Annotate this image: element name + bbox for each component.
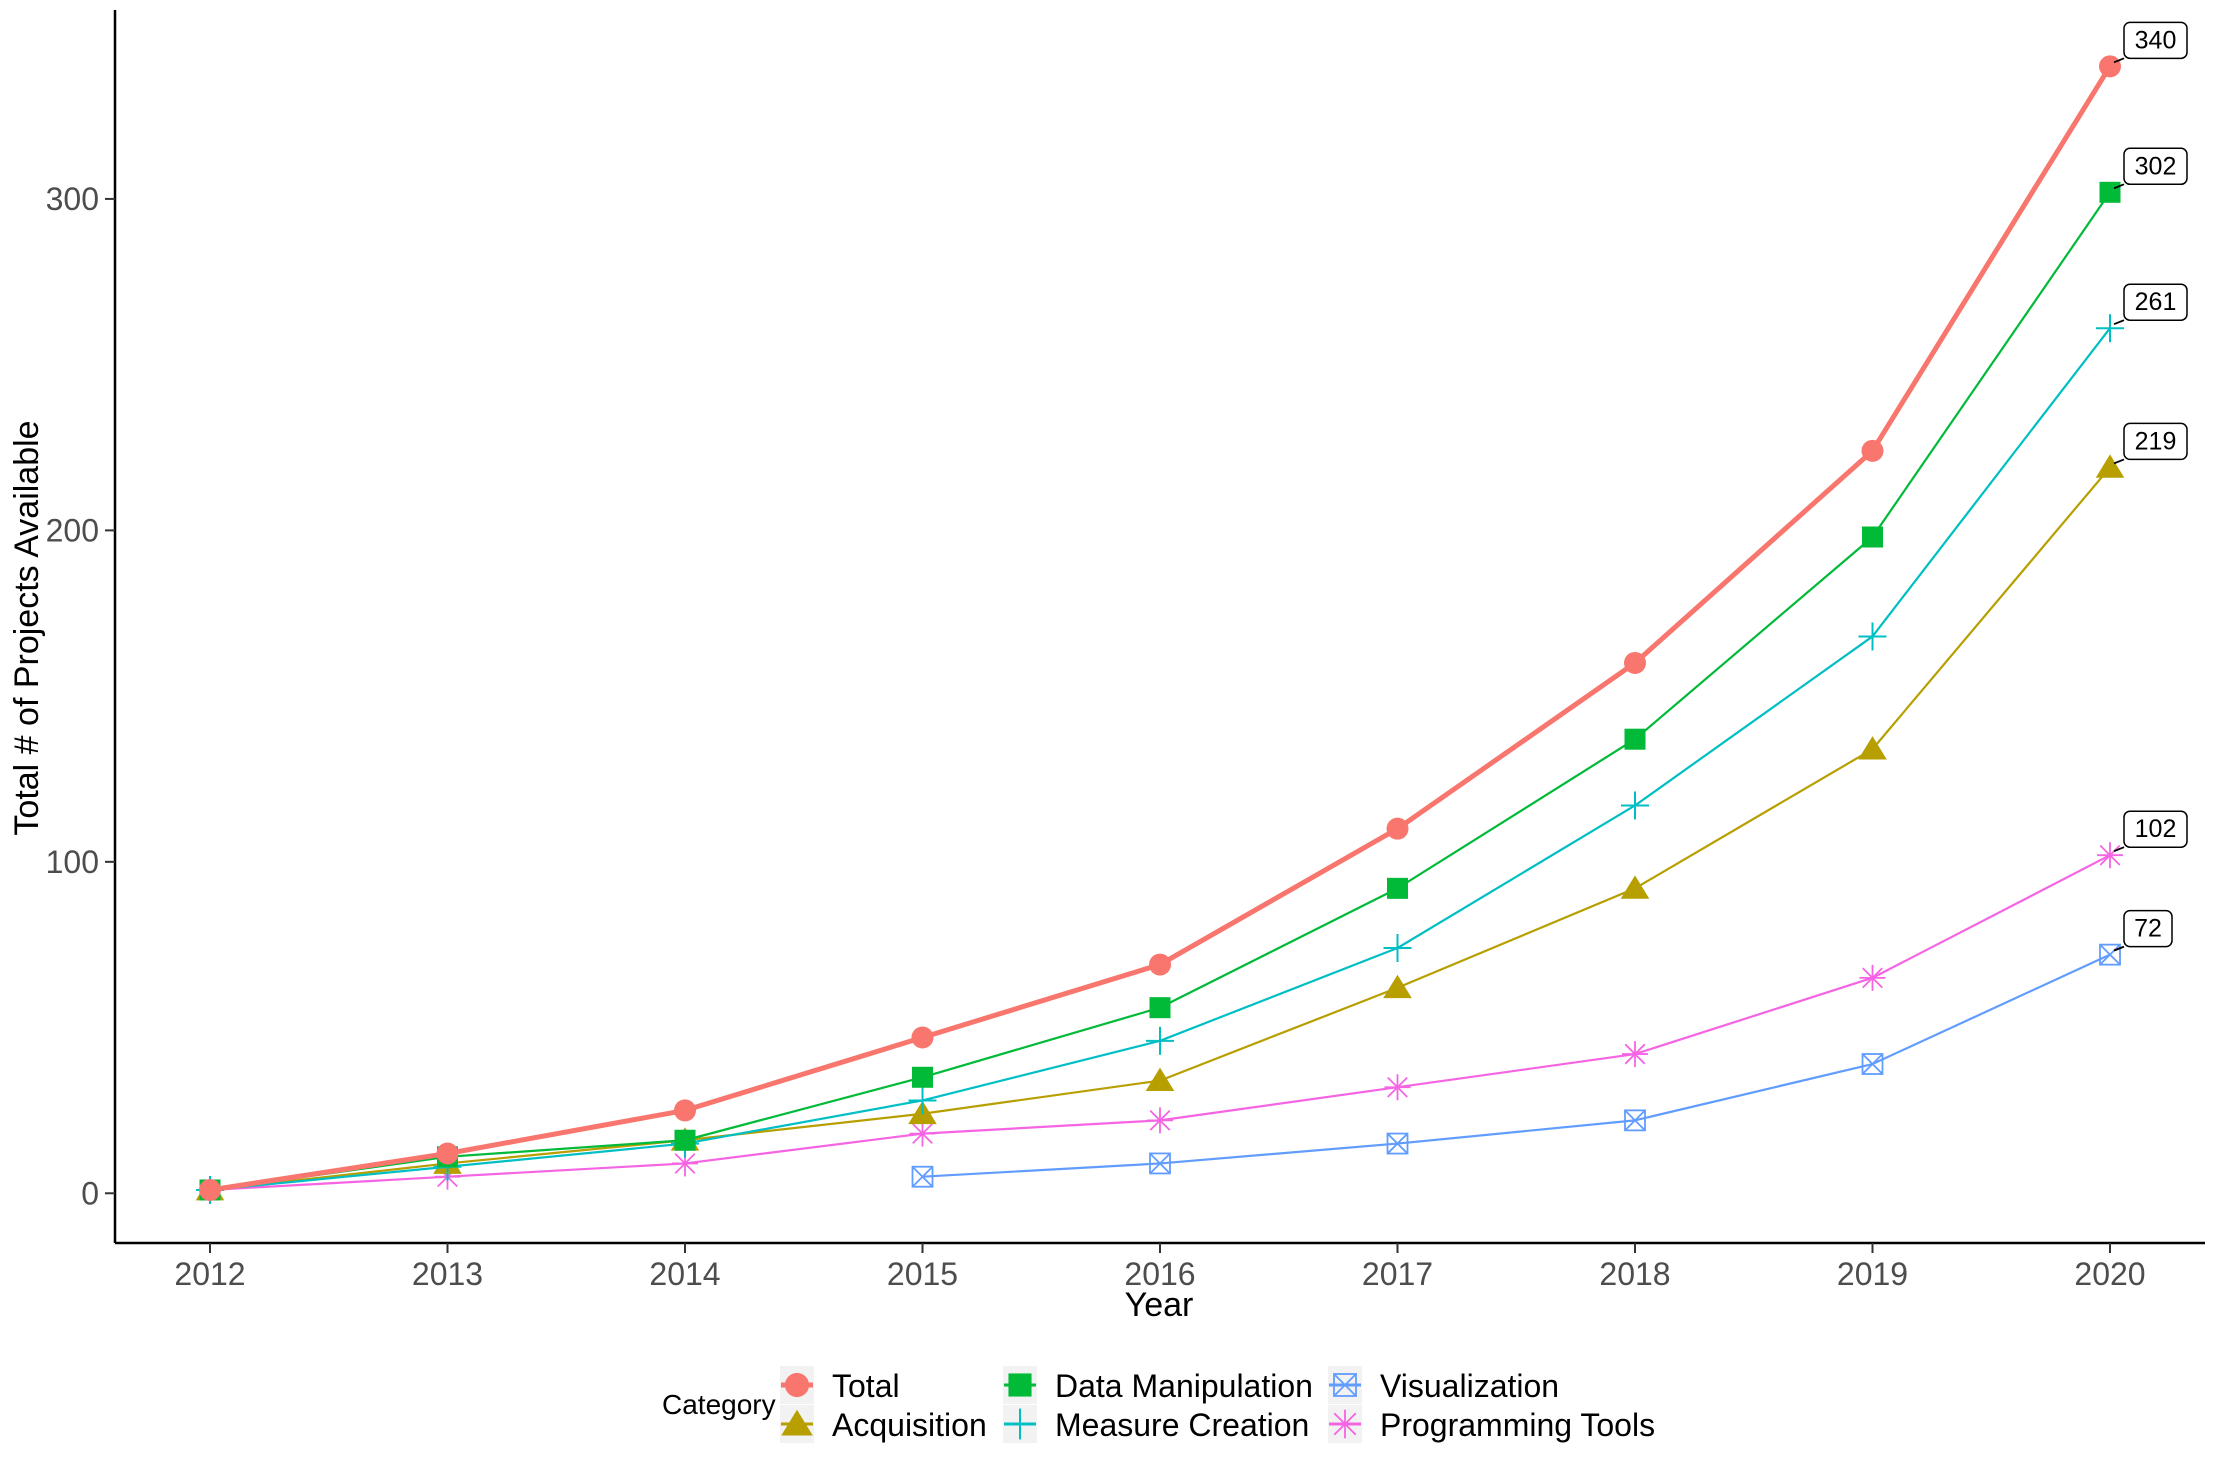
data-point — [1624, 1109, 1646, 1132]
end-label: 219 — [2113, 422, 2188, 465]
data-point — [2095, 454, 2125, 478]
data-point — [908, 1086, 937, 1115]
end-label-text: 302 — [2135, 152, 2177, 180]
legend-marker — [781, 1409, 813, 1436]
data-point — [1149, 997, 1171, 1019]
data-point — [911, 1165, 934, 1188]
data-point — [1147, 1107, 1173, 1134]
data-point — [1858, 736, 1887, 760]
y-axis-title: Total # of Projects Available — [8, 420, 46, 835]
data-point — [1384, 1074, 1411, 1101]
plot-area — [195, 55, 2125, 1204]
x-tick-label: 2018 — [1599, 1256, 1670, 1292]
x-axis-title: Year — [1125, 1286, 1194, 1324]
legend-marker — [1008, 1373, 1032, 1397]
end-label-text: 102 — [2135, 815, 2177, 843]
data-point — [674, 1099, 696, 1122]
legend-label: Data Manipulation — [1055, 1368, 1313, 1404]
series-line — [209, 854, 2111, 1192]
data-point — [1620, 875, 1650, 899]
x-tick-label: 2014 — [649, 1256, 720, 1292]
legend-marker — [1004, 1408, 1036, 1440]
data-point — [1859, 964, 1886, 991]
x-tick-label: 2019 — [1837, 1256, 1908, 1292]
end-label: 340 — [2113, 21, 2188, 64]
data-point — [2097, 842, 2123, 869]
end-labels: 340 219 302 261 72 102 — [2113, 21, 2188, 952]
end-label: 102 — [2113, 810, 2188, 853]
data-point — [1149, 1152, 1171, 1175]
data-point — [2099, 55, 2121, 78]
data-point — [1149, 953, 1171, 976]
series-visualization — [911, 943, 2121, 1188]
data-point — [912, 1066, 933, 1088]
data-point — [911, 1026, 934, 1049]
end-label-text: 261 — [2135, 288, 2177, 316]
end-label: 72 — [2113, 909, 2173, 952]
legend-label: Measure Creation — [1055, 1407, 1309, 1443]
legend-item-visualization: Visualization — [1328, 1366, 1559, 1404]
legend-label: Acquisition — [832, 1407, 987, 1443]
data-point — [2099, 943, 2121, 966]
data-point — [1861, 439, 1884, 462]
data-point — [2096, 314, 2124, 343]
series-line — [922, 953, 2111, 1178]
legend-label: Total — [832, 1368, 900, 1404]
y-tick-label: 300 — [46, 181, 99, 217]
y-tick-label: 100 — [46, 844, 99, 880]
data-point — [1386, 817, 1409, 840]
data-point — [1146, 1026, 1174, 1055]
x-tick-label: 2012 — [174, 1256, 245, 1292]
legend-item-measure-creation: Measure Creation — [1003, 1405, 1309, 1443]
legend-marker — [784, 1372, 810, 1398]
legend-item-programming-tools: Programming Tools — [1328, 1405, 1655, 1443]
series-acquisition — [195, 454, 2125, 1201]
data-point — [2099, 181, 2121, 203]
series-line — [209, 327, 2111, 1192]
axes: 2012 2013 2014 2015 2016 2017 2018 2019 2020 0 100… — [46, 10, 2205, 1292]
legend-item-total: Total — [780, 1366, 900, 1404]
end-label-text: 340 — [2135, 26, 2177, 54]
legend-marker — [1333, 1373, 1357, 1397]
end-label: 261 — [2113, 283, 2188, 326]
data-point — [674, 1129, 696, 1151]
data-point — [1387, 877, 1408, 899]
data-point — [1383, 974, 1412, 999]
legend-marker — [1330, 1409, 1360, 1439]
x-tick-label: 2013 — [412, 1256, 483, 1292]
series-total — [199, 55, 2121, 1201]
y-tick-label: 0 — [81, 1175, 99, 1211]
x-tick-label: 2017 — [1362, 1256, 1433, 1292]
data-point — [1383, 934, 1412, 963]
legend-item-data-manipulation: Data Manipulation — [1003, 1366, 1313, 1404]
data-point — [1622, 1041, 1648, 1068]
x-tick-label: 2016 — [1124, 1256, 1195, 1292]
end-label-text: 219 — [2135, 427, 2177, 455]
data-point — [1386, 1132, 1409, 1155]
legend-title: Category — [662, 1389, 776, 1420]
data-point — [1861, 1053, 1884, 1075]
legend-item-acquisition: Acquisition — [780, 1405, 987, 1443]
legend-label: Programming Tools — [1380, 1407, 1655, 1443]
end-label-text: 72 — [2134, 915, 2162, 943]
data-point — [436, 1142, 459, 1165]
data-point — [1624, 651, 1646, 674]
x-tick-label: 2020 — [2074, 1256, 2145, 1292]
end-label: 302 — [2113, 147, 2188, 190]
legend-label: Visualization — [1380, 1368, 1559, 1404]
data-point — [199, 1178, 221, 1201]
x-tick-label: 2015 — [887, 1256, 958, 1292]
data-point — [1145, 1067, 1175, 1091]
data-point — [672, 1150, 698, 1177]
data-point — [909, 1120, 936, 1147]
data-point — [1858, 622, 1887, 651]
data-point — [1862, 526, 1883, 548]
series-line — [209, 65, 2113, 1193]
y-tick-label: 200 — [46, 512, 99, 548]
data-point — [1624, 728, 1646, 750]
data-point — [1621, 791, 1649, 820]
